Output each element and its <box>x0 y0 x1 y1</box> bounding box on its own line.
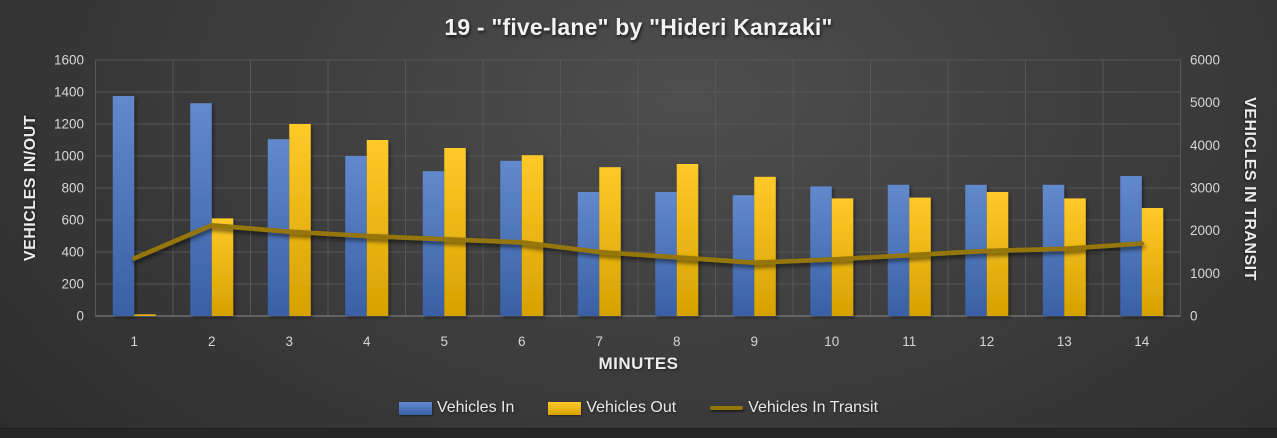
vehicles-in-swatch-icon <box>398 401 432 415</box>
left-axis-title: VEHICLES IN/OUT <box>22 114 39 262</box>
x-axis-tick: 11 <box>902 334 916 349</box>
legend-label-vehicles-in: Vehicles In <box>436 399 515 416</box>
bar-vehicles-out-min13 <box>1064 198 1086 316</box>
left-axis-tick: 1000 <box>54 149 84 164</box>
bar-vehicles-out-min7 <box>599 167 621 316</box>
bar-vehicles-out-min14 <box>1141 208 1164 316</box>
left-axis-tick: 1200 <box>54 117 84 132</box>
bar-vehicles-in-min11 <box>887 184 910 316</box>
left-axis-tick: 1600 <box>54 53 84 68</box>
x-axis-tick: 2 <box>208 334 216 349</box>
bar-vehicles-out-min8 <box>676 164 699 316</box>
right-axis-tick: 3000 <box>1190 181 1220 196</box>
bar-vehicles-in-min2 <box>190 103 212 316</box>
left-axis-tick: 1400 <box>54 85 84 100</box>
bar-vehicles-out-min6 <box>521 155 544 316</box>
bar-vehicles-out-min5 <box>444 148 466 316</box>
bar-vehicles-out-min9 <box>754 176 776 316</box>
bar-vehicles-in-min5 <box>422 171 445 316</box>
gridlines <box>95 59 1181 317</box>
x-axis-tick: 4 <box>363 334 371 349</box>
x-axis-tick: 1 <box>130 334 138 349</box>
legend-label-vehicles-in-transit: Vehicles In Transit <box>748 399 879 416</box>
left-axis-tick: 800 <box>61 181 84 196</box>
x-axis-tick: 10 <box>824 334 839 349</box>
bar-vehicles-in-min7 <box>577 192 600 316</box>
vehicles-in-transit-line <box>131 223 1145 266</box>
left-axis-tick: 400 <box>61 245 84 260</box>
bar-vehicles-out-min12 <box>986 192 1009 316</box>
x-axis-tick: 6 <box>518 334 526 349</box>
x-axis-tick: 5 <box>440 334 448 349</box>
bar-vehicles-out-min2 <box>211 218 234 316</box>
x-axis-tick: 3 <box>285 334 293 349</box>
bar-vehicles-in-min8 <box>655 192 677 316</box>
bar-vehicles-out-min1 <box>134 314 156 316</box>
left-axis-tick: 0 <box>76 309 84 324</box>
vehicles-out-swatch-icon <box>548 401 582 415</box>
right-axis-tick: 0 <box>1190 309 1198 324</box>
x-axis-tick: 8 <box>673 334 681 349</box>
bar-vehicles-in-min6 <box>500 160 522 316</box>
bar-vehicles-in-min10 <box>810 186 832 316</box>
right-axis-tick: 5000 <box>1190 95 1220 110</box>
right-axis-tick: 1000 <box>1190 266 1220 281</box>
bottom-edge <box>0 428 1277 438</box>
bar-vehicles-in-min3 <box>267 139 290 316</box>
legend: Vehicles In Vehicles Out Vehicles In Tra… <box>0 399 1277 417</box>
x-axis-tick: 9 <box>750 334 758 349</box>
legend-item-vehicles-in-transit: Vehicles In Transit <box>710 399 878 417</box>
legend-item-vehicles-in: Vehicles In <box>398 399 515 417</box>
bar-vehicles-out-min3 <box>289 124 311 316</box>
series-vehicles-out <box>134 124 1164 316</box>
chart-title: 19 - "five-lane" by "Hideri Kanzaki" <box>444 14 833 40</box>
x-axis-tick: 13 <box>1057 334 1072 349</box>
legend-item-vehicles-out: Vehicles Out <box>548 399 676 417</box>
bar-vehicles-out-min4 <box>366 140 389 316</box>
legend-label-vehicles-out: Vehicles Out <box>586 399 677 416</box>
bar-vehicles-in-min1 <box>112 96 135 316</box>
right-axis-title: VEHICLES IN TRANSIT <box>1241 97 1258 281</box>
left-axis-tick: 600 <box>61 213 84 228</box>
right-axis-tick: 4000 <box>1190 138 1220 153</box>
right-axis-tick: 6000 <box>1190 53 1220 68</box>
right-axis-tick: 2000 <box>1190 223 1220 238</box>
x-axis-tick: 7 <box>595 334 603 349</box>
vehicles-in-transit-swatch-icon <box>710 406 744 410</box>
series-vehicles-in <box>112 96 1142 316</box>
x-axis-title: MINUTES <box>598 354 679 373</box>
bar-vehicles-in-min9 <box>732 195 755 316</box>
x-axis-tick: 12 <box>979 334 994 349</box>
axis-tick-labels: 0200400600800100012001400160001000200030… <box>54 53 1220 350</box>
x-axis-tick: 14 <box>1134 334 1150 349</box>
left-axis-tick: 200 <box>61 277 84 292</box>
